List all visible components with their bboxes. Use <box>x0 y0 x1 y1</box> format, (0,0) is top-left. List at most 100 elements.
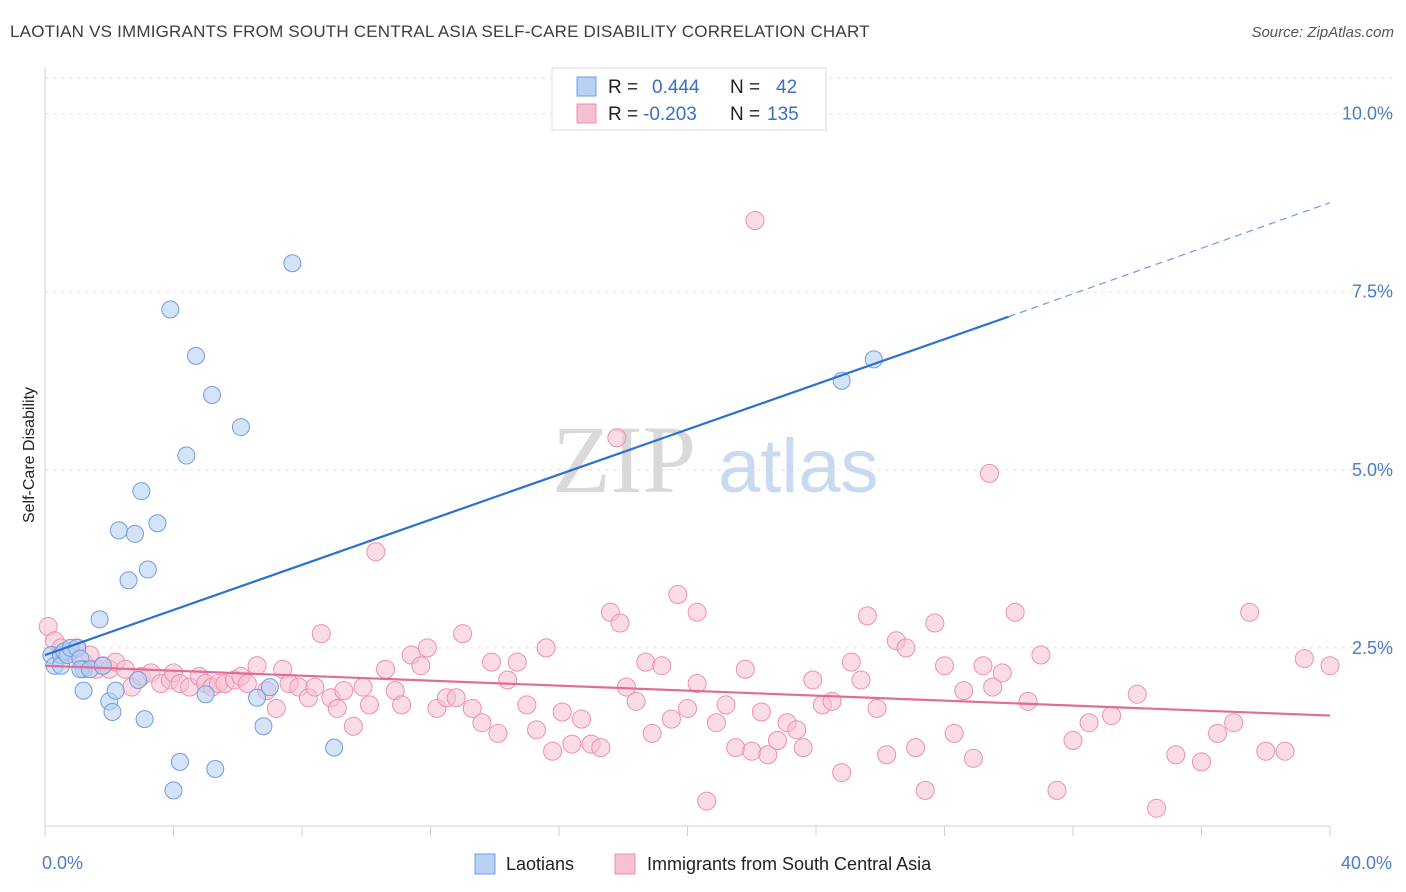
blue-point <box>203 386 222 405</box>
pink-point <box>359 695 379 715</box>
pink-point <box>687 602 707 622</box>
blue-point <box>135 710 154 729</box>
pink-point <box>963 748 983 768</box>
pink-point <box>446 688 466 708</box>
pink-point <box>376 659 396 679</box>
pink-point <box>536 638 556 658</box>
pink-point <box>607 428 627 448</box>
source-credit: Source: ZipAtlas.com <box>1251 24 1394 41</box>
blue-point <box>161 300 180 319</box>
pink-point <box>1079 713 1099 733</box>
y-tick-label: 5.0% <box>1352 460 1393 480</box>
y-tick-label: 7.5% <box>1352 282 1393 302</box>
pink-point <box>668 584 688 604</box>
bottom-legend-label-immigrants: Immigrants from South Central Asia <box>647 854 932 874</box>
pink-point <box>1275 741 1295 761</box>
x-tick-labels: 0.0% 40.0% <box>42 853 1392 873</box>
watermark: ZIP atlas <box>552 406 879 513</box>
pink-point <box>716 695 736 715</box>
pink-point <box>1031 645 1051 665</box>
legend-r-value-2: -0.203 <box>643 104 697 125</box>
blue-point <box>170 752 189 771</box>
pink-point <box>552 702 572 722</box>
pink-point <box>571 709 591 729</box>
pink-point <box>1005 602 1025 622</box>
blue-point <box>164 781 183 800</box>
pink-point <box>1147 798 1167 818</box>
pink-point <box>1018 691 1038 711</box>
pink-point <box>1102 706 1122 726</box>
pink-point <box>543 741 563 761</box>
pink-point <box>745 210 765 230</box>
pink-point <box>832 763 852 783</box>
blue-point <box>103 703 122 722</box>
y-axis-label: Self-Care Disability <box>21 387 38 523</box>
blue-point <box>283 254 302 273</box>
pink-point <box>1320 656 1340 676</box>
pink-point <box>1166 745 1186 765</box>
pink-point <box>562 734 582 754</box>
pink-point <box>311 624 331 644</box>
pink-point <box>867 698 887 718</box>
pink-point <box>678 698 697 718</box>
pink-point <box>642 723 662 743</box>
pink-point <box>793 738 813 758</box>
pink-point <box>626 691 646 711</box>
pink-point <box>906 738 926 758</box>
pink-point <box>787 720 807 740</box>
pink-point <box>498 670 518 690</box>
pink-point <box>1208 723 1228 743</box>
pink-point <box>758 745 778 765</box>
y-tick-label: 2.5% <box>1352 638 1393 658</box>
pink-point <box>488 723 508 743</box>
pink-point <box>636 652 656 672</box>
blue-point <box>206 760 225 779</box>
pink-point <box>353 677 373 697</box>
pink-point <box>751 702 771 722</box>
bottom-legend: Laotians Immigrants from South Central A… <box>474 853 932 875</box>
blue-point <box>325 738 344 757</box>
pink-point <box>687 674 707 694</box>
pink-point <box>877 745 897 765</box>
pink-point <box>841 652 861 672</box>
legend-n-label-1: N = <box>730 77 760 98</box>
blue-point <box>125 524 144 543</box>
legend-n-value-2: 135 <box>767 104 799 125</box>
pink-point <box>366 542 386 562</box>
pink-point <box>983 677 1003 697</box>
blue-trend-extension <box>1008 202 1331 318</box>
blue-point <box>119 571 138 590</box>
watermark-atlas: atlas <box>718 424 879 509</box>
pink-point <box>417 638 437 658</box>
pink-point <box>1240 602 1260 622</box>
blue-point <box>90 610 109 629</box>
axes <box>44 68 1331 836</box>
pink-point <box>266 698 286 718</box>
pink-point <box>1127 684 1147 704</box>
blue-point <box>129 670 148 689</box>
pink-point <box>915 780 935 800</box>
pink-point <box>726 738 746 758</box>
pink-point <box>507 652 527 672</box>
pink-point <box>1063 731 1083 751</box>
pink-point <box>735 659 755 679</box>
trend-lines <box>44 202 1331 717</box>
pink-point <box>327 698 347 718</box>
pink-point <box>706 713 726 733</box>
pink-point <box>305 677 325 697</box>
pink-point <box>803 670 823 690</box>
pink-point <box>697 791 717 811</box>
pink-point <box>392 695 412 715</box>
legend-n-value-1: 42 <box>776 77 797 98</box>
pink-point <box>896 638 916 658</box>
pink-point <box>247 656 267 676</box>
pink-point <box>925 613 945 633</box>
pink-point <box>453 624 473 644</box>
pink-point <box>652 656 672 676</box>
pink-point <box>462 698 482 718</box>
pink-point <box>517 695 537 715</box>
pink-point <box>472 713 492 733</box>
pink-point <box>1256 741 1276 761</box>
legend-box: R = 0.444 N = 42 R = -0.203 N = 135 <box>551 67 827 131</box>
